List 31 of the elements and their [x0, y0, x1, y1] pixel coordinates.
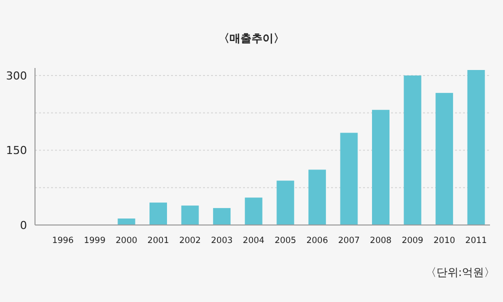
bar: [340, 132, 358, 225]
bar: [118, 218, 136, 225]
x-tick-label: 1999: [84, 236, 106, 246]
bar: [276, 180, 294, 225]
x-tick-label: 2006: [306, 236, 328, 246]
bar: [308, 170, 326, 225]
bar: [181, 206, 199, 225]
x-tick-label: 1996: [52, 236, 74, 246]
y-tick-label: 300: [6, 69, 27, 82]
bar: [244, 198, 262, 225]
x-tick-label: 2007: [338, 236, 360, 246]
x-tick-label: 2004: [242, 236, 264, 246]
y-tick-label: 150: [6, 144, 27, 158]
x-tick-label: 2003: [211, 236, 233, 246]
x-tick-label: 2008: [370, 236, 392, 246]
x-tick-label: 2011: [465, 236, 487, 246]
x-tick-label: 2005: [274, 236, 296, 246]
y-tick-label: 0: [20, 219, 27, 232]
bar: [467, 70, 485, 225]
chart-title: 〈매출추이〉: [218, 32, 284, 45]
bar: [436, 92, 454, 225]
x-tick-label: 2010: [434, 236, 456, 246]
bar: [372, 110, 390, 225]
bar: [404, 75, 422, 225]
text: 〈단위:억원〉: [425, 266, 495, 279]
x-tick-label: 2009: [402, 236, 424, 246]
bar: [150, 202, 167, 225]
x-tick-label: 2002: [179, 236, 201, 246]
x-tick-label: 2000: [116, 236, 138, 246]
bar: [213, 208, 231, 225]
x-tick-label: 2001: [147, 236, 170, 246]
